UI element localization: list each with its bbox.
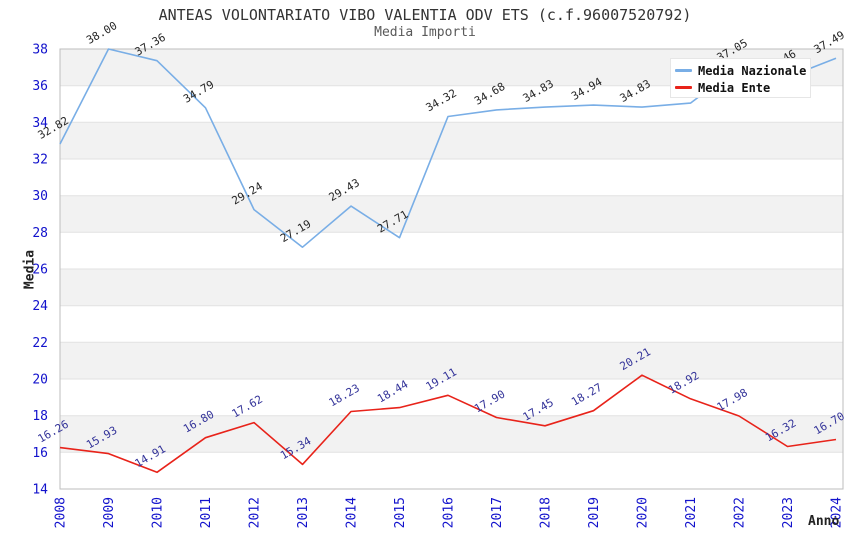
x-tick-label: 2022 <box>733 497 748 528</box>
value-label: 17.98 <box>715 386 750 414</box>
x-tick-label: 2009 <box>102 497 117 528</box>
y-tick-label: 32 <box>32 153 48 168</box>
value-label: 18.27 <box>569 381 604 409</box>
y-tick-label: 28 <box>32 226 48 241</box>
y-tick-label: 36 <box>32 79 48 94</box>
plot-border <box>59 48 844 490</box>
y-tick-label: 20 <box>32 373 48 388</box>
value-label: 18.44 <box>375 377 411 405</box>
chart-subtitle: Media Importi <box>374 25 476 40</box>
y-tick-label: 24 <box>32 299 48 314</box>
series-line-1 <box>59 374 837 474</box>
x-tick-label: 2016 <box>442 497 457 528</box>
y-tick-label: 18 <box>32 409 48 424</box>
y-axis-tick-labels: 14 16 18 20 22 24 26 28 30 32 34 36 38 <box>32 43 48 498</box>
x-tick-label: 2011 <box>199 497 214 528</box>
y-tick-label: 22 <box>32 336 48 351</box>
x-tick-label: 2015 <box>393 497 408 528</box>
x-tick-label: 2019 <box>587 497 602 528</box>
plot-stripes <box>60 49 843 453</box>
y-tick-label: 34 <box>32 116 48 131</box>
y-tick-label: 38 <box>32 43 48 58</box>
x-axis-title: Anno <box>808 514 840 529</box>
x-tick-label: 2018 <box>539 497 554 528</box>
value-label: 18.23 <box>327 382 362 410</box>
x-tick-label: 2023 <box>781 497 796 528</box>
legend-box: Media Nazionale Media Ente <box>670 58 811 98</box>
x-tick-label: 2008 <box>54 497 69 528</box>
legend-label-ente: Media Ente <box>698 80 771 95</box>
legend-line-sample-ente <box>675 86 692 89</box>
x-tick-label: 2017 <box>490 497 505 528</box>
value-label: 17.90 <box>472 388 507 416</box>
y-tick-label: 30 <box>32 189 48 204</box>
x-tick-label: 2014 <box>345 497 360 528</box>
chart-title: ANTEAS VOLONTARIATO VIBO VALENTIA ODV ET… <box>158 6 692 24</box>
y-axis-title: Media <box>22 249 38 290</box>
x-tick-label: 2021 <box>684 497 699 528</box>
legend-entry-nazionale: Media Nazionale <box>675 62 810 79</box>
x-tick-label: 2013 <box>296 497 311 528</box>
x-tick-label: 2012 <box>248 497 263 528</box>
x-tick-label: 2010 <box>151 497 166 528</box>
legend-entry-ente: Media Ente <box>675 79 810 96</box>
x-tick-label: 2024 <box>830 497 845 528</box>
x-tick-label: 2020 <box>636 497 651 528</box>
value-label: 38.00 <box>84 19 119 47</box>
legend-line-sample-nazionale <box>675 69 692 72</box>
y-tick-label: 26 <box>32 263 48 278</box>
x-axis-tick-labels: 2008 2009 2010 2011 2012 2013 2014 2015 2016 2017… <box>54 497 845 528</box>
legend-label-nazionale: Media Nazionale <box>698 63 807 78</box>
y-tick-label: 16 <box>32 446 48 461</box>
value-label: 34.32 <box>424 87 459 115</box>
y-tick-label: 14 <box>32 483 48 498</box>
